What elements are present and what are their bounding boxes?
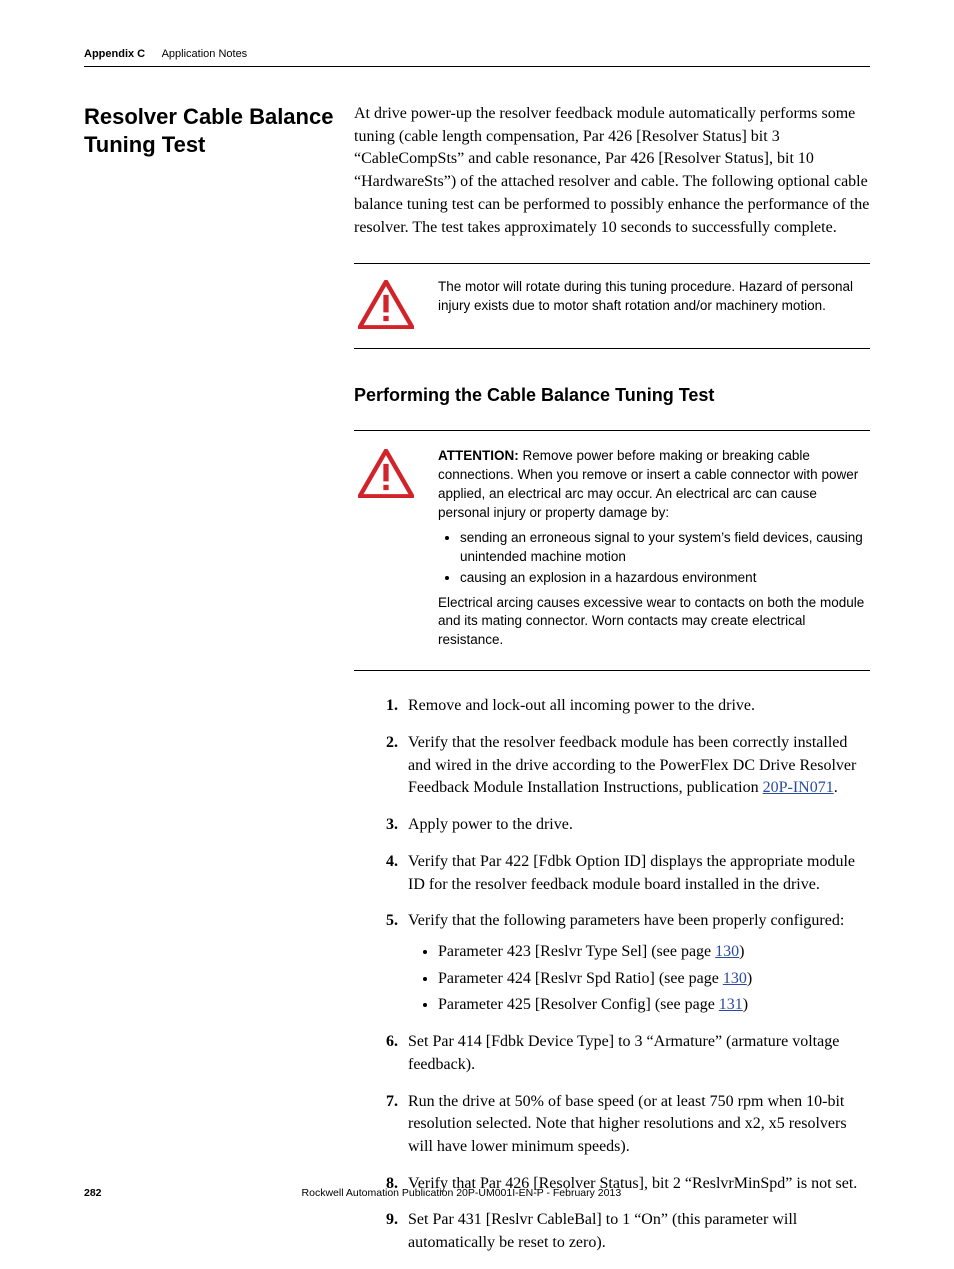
step: Verify that the following parameters hav… (402, 910, 870, 1017)
warning-icon (358, 280, 414, 334)
attention-lead: ATTENTION: (438, 448, 519, 463)
step: Verify that Par 422 [Fdbk Option ID] dis… (402, 851, 870, 896)
running-header: Appendix C Application Notes (84, 48, 870, 67)
step: Apply power to the drive. (402, 814, 870, 837)
attention-outro: Electrical arcing causes excessive wear … (438, 594, 866, 651)
substep: Parameter 424 [Reslvr Spd Ratio] (see pa… (438, 968, 870, 991)
intro-paragraph: At drive power-up the resolver feedback … (354, 103, 870, 239)
procedure-list: Remove and lock-out all incoming power t… (354, 695, 870, 1255)
substep-text: Parameter 424 [Reslvr Spd Ratio] (see pa… (438, 970, 723, 987)
page-link[interactable]: 130 (715, 943, 739, 960)
step: Remove and lock-out all incoming power t… (402, 695, 870, 718)
substep: Parameter 423 [Reslvr Type Sel] (see pag… (438, 941, 870, 964)
attention-bullet: causing an explosion in a hazardous envi… (460, 569, 866, 588)
warning-text: The motor will rotate during this tuning… (438, 278, 866, 316)
step-text: . (834, 779, 838, 796)
step: Set Par 431 [Reslvr CableBal] to 1 “On” … (402, 1209, 870, 1254)
section-title: Resolver Cable Balance Tuning Test (84, 103, 342, 158)
substep: Parameter 425 [Resolver Config] (see pag… (438, 994, 870, 1017)
page-number: 282 (84, 1187, 102, 1199)
step: Verify that the resolver feedback module… (402, 732, 870, 800)
page-link[interactable]: 130 (723, 970, 747, 987)
publication-id: Rockwell Automation Publication 20P-UM00… (302, 1187, 622, 1199)
attention-bullet: sending an erroneous signal to your syst… (460, 529, 866, 567)
substep-text: ) (743, 996, 748, 1013)
step-text: Verify that the following parameters hav… (408, 912, 844, 929)
substep-text: Parameter 425 [Resolver Config] (see pag… (438, 996, 719, 1013)
substep-text: ) (739, 943, 744, 960)
warning-icon (358, 449, 414, 503)
running-header-label: Appendix C (84, 48, 145, 60)
attention-callout: ATTENTION: Remove power before making or… (354, 430, 870, 671)
subsection-title: Performing the Cable Balance Tuning Test (354, 385, 870, 406)
running-header-title: Application Notes (162, 48, 248, 60)
step: Set Par 414 [Fdbk Device Type] to 3 “Arm… (402, 1031, 870, 1076)
warning-callout-rotation: The motor will rotate during this tuning… (354, 263, 870, 349)
page-footer: 282 Rockwell Automation Publication 20P-… (84, 1187, 870, 1199)
publication-link[interactable]: 20P-IN071 (763, 779, 834, 796)
attention-intro: ATTENTION: Remove power before making or… (438, 447, 866, 523)
page-link[interactable]: 131 (719, 996, 743, 1013)
step: Run the drive at 50% of base speed (or a… (402, 1091, 870, 1159)
substep-text: ) (747, 970, 752, 987)
step-sublist: Parameter 423 [Reslvr Type Sel] (see pag… (408, 941, 870, 1017)
substep-text: Parameter 423 [Reslvr Type Sel] (see pag… (438, 943, 715, 960)
attention-bullets: sending an erroneous signal to your syst… (438, 529, 866, 588)
